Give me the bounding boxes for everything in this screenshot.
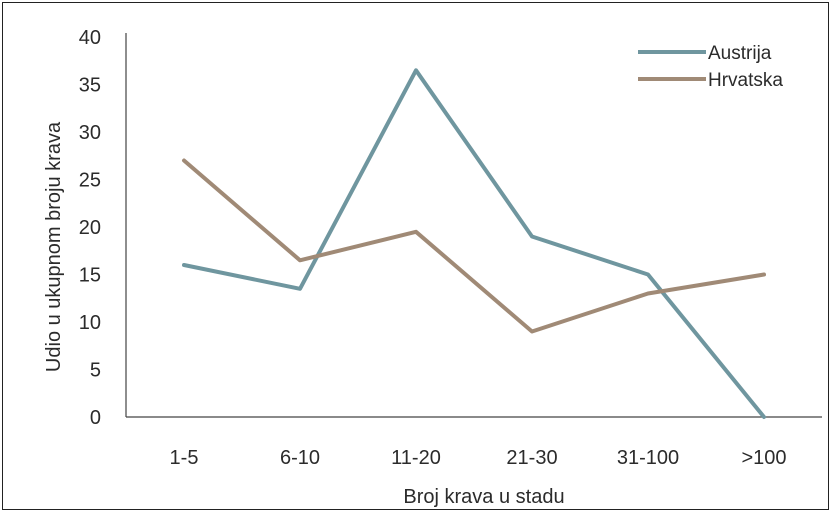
y-tick-label: 15 [79, 265, 101, 287]
x-tick-label: 21-30 [506, 447, 557, 469]
y-tick-label: 20 [79, 217, 101, 239]
y-axis-title: Udio u ukupnom broju krava [43, 121, 65, 372]
y-tick-label: 30 [79, 122, 101, 144]
x-tick-label: 6-10 [280, 447, 320, 469]
legend: Austrija Hrvatska [638, 43, 783, 91]
y-tick-label: 25 [79, 170, 101, 192]
y-tick-label: 5 [90, 360, 101, 382]
x-axis-title: Broj krava u stadu [403, 486, 564, 508]
y-tick-labels: 0 5 10 15 20 25 30 35 40 [79, 27, 101, 429]
series-lines [182, 68, 766, 419]
y-tick-label: 40 [79, 27, 101, 49]
axes [125, 33, 822, 418]
legend-label-hrvatska: Hrvatska [708, 70, 783, 91]
y-tick-label: 10 [79, 312, 101, 334]
series-line-austrija [182, 68, 766, 419]
legend-label-austrija: Austrija [708, 43, 772, 64]
x-tick-label: 31-100 [617, 447, 679, 469]
series-line-hrvatska [182, 158, 766, 334]
y-tick-label: 35 [79, 75, 101, 97]
x-tick-label: 1-5 [170, 447, 199, 469]
x-tick-label: >100 [741, 447, 786, 469]
x-tick-labels: 1-5 6-10 11-20 21-30 31-100 >100 [170, 447, 787, 469]
x-tick-label: 11-20 [391, 447, 441, 469]
y-tick-label: 0 [90, 407, 101, 429]
